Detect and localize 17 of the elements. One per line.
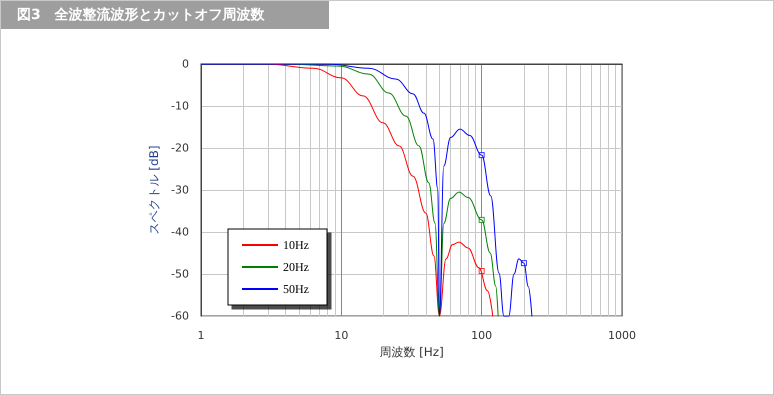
y-axis-title: スペクトル [dB] [147,145,162,235]
x-tick-label: 1 [198,329,204,342]
y-tick-label: -30 [171,184,189,196]
x-tick-label: 1000 [608,329,636,342]
x-tick-label: 10 [334,329,348,342]
legend-label: 10Hz [283,238,309,252]
legend-label: 50Hz [283,282,309,296]
y-tick-label: -10 [171,100,189,112]
y-tick-label: -50 [171,268,189,280]
legend-label: 20Hz [283,260,309,274]
x-axis-title: 周波数 [Hz] [379,344,444,359]
y-tick-label: -20 [171,142,189,154]
y-tick-label: 0 [182,58,189,70]
x-tick-label: 100 [471,329,492,342]
chart-title: 図3 全波整流波形とカットオフ周波数 [1,1,329,29]
y-tick-label: -60 [171,310,189,322]
y-tick-label: -40 [171,226,189,238]
